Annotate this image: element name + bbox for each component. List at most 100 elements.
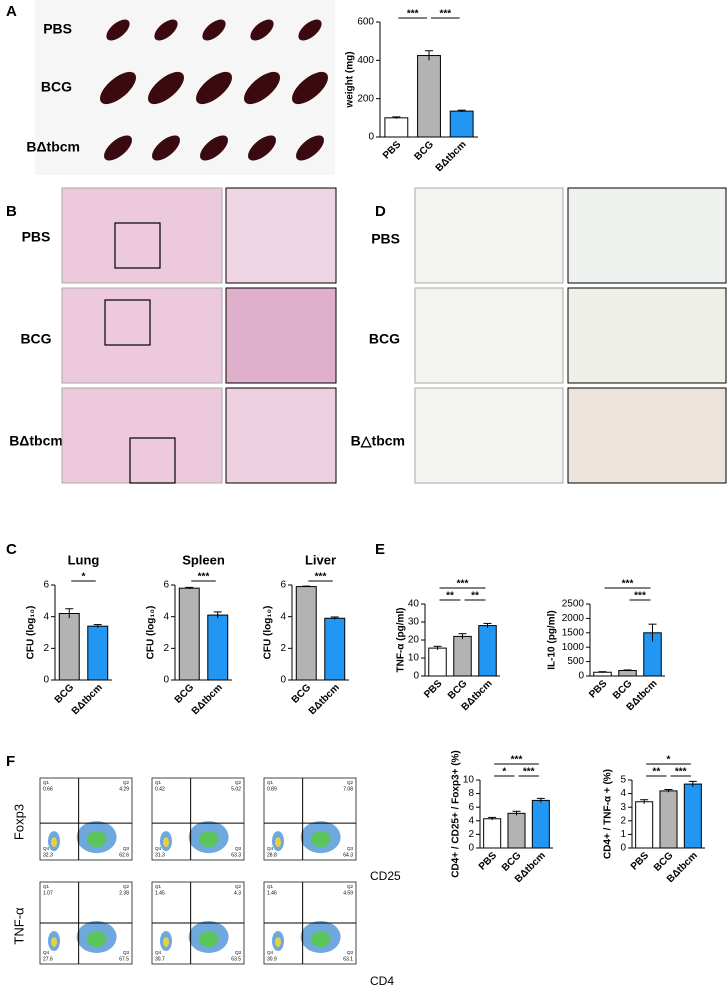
spleen: [199, 135, 229, 161]
significance-label: ***: [622, 579, 634, 590]
cell-cluster: [198, 831, 219, 848]
flow-x-label: CD25: [370, 869, 401, 883]
y-tick-label: 2500: [562, 599, 585, 610]
cell-cluster: [310, 831, 331, 848]
x-tick-label: BΔtbcm: [434, 139, 469, 174]
bar: [178, 587, 200, 681]
quadrant-name: Q4: [267, 846, 274, 851]
y-tick-label: 0: [468, 843, 474, 854]
row-label: BCG: [369, 331, 400, 347]
spleen: [195, 71, 233, 105]
significance-label: *: [82, 572, 86, 583]
quadrant-name: Q1: [267, 884, 274, 889]
y-tick-label: 4: [43, 611, 49, 622]
significance-label: ***: [198, 572, 210, 583]
he-zoom: [225, 387, 337, 484]
row-label: PBS: [22, 229, 51, 245]
bar: [449, 110, 474, 138]
spleen: [147, 71, 185, 105]
quadrant-value: 32.3: [43, 852, 53, 858]
quadrant-value: 4.3: [234, 890, 241, 896]
quadrant-name: Q1: [155, 780, 162, 785]
flow-x-label: CD4: [370, 974, 394, 988]
bar: [428, 647, 447, 677]
panel-label: C: [6, 541, 17, 558]
y-axis-label: CD4+ / CD25+ / Foxp3+ (%): [451, 750, 462, 878]
x-tick-label: BΔtbcm: [70, 682, 105, 717]
row-label: BΔtbcm: [26, 139, 80, 155]
cell-cluster: [51, 837, 57, 848]
spleen: [295, 135, 325, 161]
panel-label: D: [375, 203, 386, 220]
bar: [58, 613, 80, 681]
chart-title: Lung: [68, 552, 100, 567]
spleen: [99, 71, 137, 105]
quadrant-value: 4.29: [119, 786, 129, 792]
bar: [87, 625, 109, 681]
cell-cluster: [86, 931, 107, 947]
bar: [384, 117, 409, 138]
y-tick-label: 5: [620, 775, 626, 786]
quadrant-name: Q1: [43, 780, 50, 785]
ihc-low: [414, 187, 564, 284]
panel-label: A: [6, 3, 17, 20]
quadrant-value: 27.6: [43, 956, 53, 962]
he-zoom: [225, 287, 337, 384]
quadrant-name: Q2: [123, 884, 130, 889]
cell-cluster: [275, 937, 281, 947]
he-zoom: [225, 187, 337, 284]
cell-cluster: [86, 831, 107, 848]
y-tick-label: 0: [163, 675, 169, 686]
row-label: PBS: [43, 21, 72, 37]
quadrant-name: Q4: [43, 950, 50, 955]
bar: [683, 783, 702, 849]
y-tick-label: 1500: [562, 627, 585, 638]
bar: [324, 617, 346, 681]
quadrant-value: 0.42: [155, 786, 165, 792]
chart-title: Liver: [305, 552, 336, 567]
flow-y-label: TNF-α: [11, 907, 26, 945]
quadrant-value: 7.08: [343, 786, 353, 792]
quadrant-value: 62.6: [119, 852, 129, 858]
quadrant-value: 30.9: [267, 956, 277, 962]
quadrant-name: Q3: [235, 950, 242, 955]
significance-label: ***: [439, 9, 451, 20]
quadrant-value: 63.3: [231, 852, 241, 858]
significance-label: ***: [675, 767, 687, 778]
quadrant-name: Q4: [267, 950, 274, 955]
spleen: [247, 135, 277, 161]
x-tick-label: PBS: [587, 678, 610, 701]
y-tick-label: 500: [567, 656, 584, 667]
he-inset-box: [129, 437, 176, 484]
cell-cluster: [163, 937, 169, 947]
y-axis-label: weight (mg): [345, 51, 356, 108]
y-tick-label: 200: [357, 93, 374, 104]
quadrant-value: 5.02: [231, 786, 241, 792]
bar: [531, 799, 550, 849]
spleen: [106, 19, 130, 41]
y-tick-label: 3: [620, 802, 626, 813]
y-axis-label: TNF-α (pg/ml): [396, 607, 407, 672]
y-axis-label: CD4+ / TNF-α + (%): [603, 769, 614, 859]
cell-cluster: [51, 937, 57, 947]
ihc-low: [414, 287, 564, 384]
significance-label: **: [471, 591, 479, 602]
x-tick-label: BCG: [173, 682, 197, 706]
y-tick-label: 4: [468, 815, 474, 826]
quadrant-name: Q4: [43, 846, 50, 851]
y-tick-label: 0: [280, 675, 286, 686]
significance-label: ***: [407, 9, 419, 20]
y-tick-label: 6: [163, 580, 169, 591]
quadrant-value: 31.3: [155, 852, 165, 858]
quadrant-value: 30.7: [155, 956, 165, 962]
flow-y-label: Foxp3: [11, 804, 26, 840]
he-inset-box: [114, 222, 161, 269]
quadrant-value: 1.45: [155, 890, 165, 896]
quadrant-value: 64.3: [343, 852, 353, 858]
y-tick-label: 0: [368, 132, 374, 143]
bar: [483, 818, 502, 849]
row-label: PBS: [371, 231, 400, 247]
ihc-high: [567, 387, 727, 484]
quadrant-name: Q4: [155, 846, 162, 851]
y-tick-label: 4: [280, 611, 286, 622]
